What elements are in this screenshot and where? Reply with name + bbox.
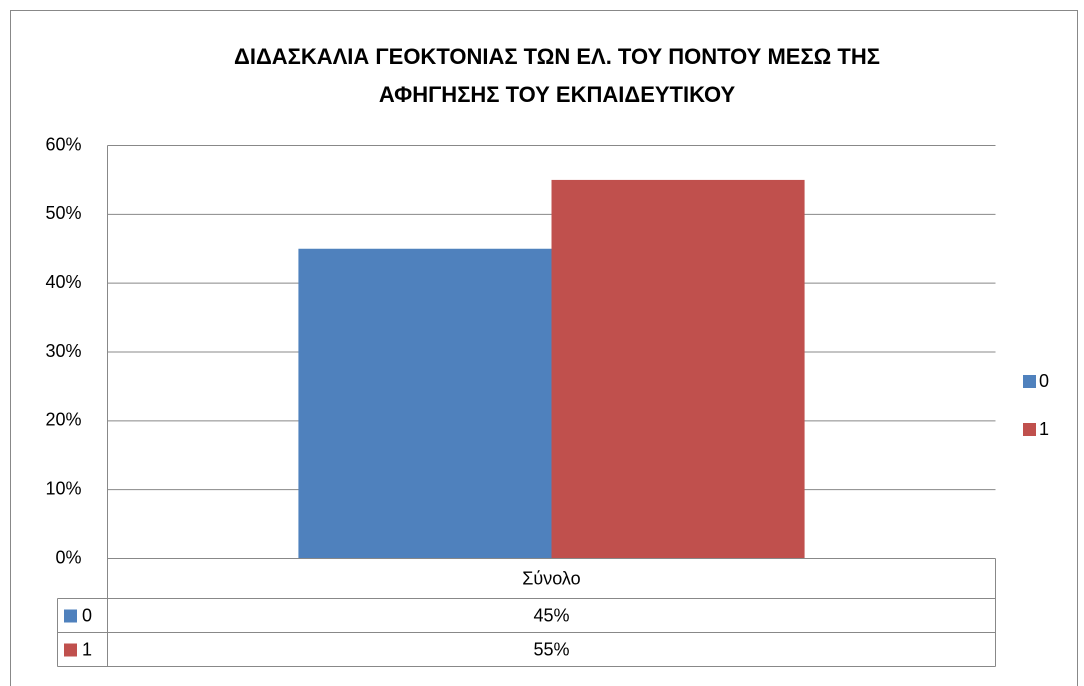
y-tick-label: 30% [45, 341, 81, 361]
chart-title: ΔΙΔΑΣΚΑΛΙΑ ΓΕΟΚΤΟΝΙΑΣ ΤΩΝ ΕΛ. ΤΟΥ ΠΟΝΤΟΥ… [234, 44, 880, 69]
legend-label: 0 [1039, 371, 1049, 391]
y-tick-label: 40% [45, 272, 81, 292]
table-legend-key [64, 643, 77, 657]
y-tick-label: 0% [55, 547, 81, 567]
bar [298, 248, 552, 559]
bar [551, 179, 805, 559]
table-series-name: 0 [82, 605, 92, 625]
data-table-value: 45% [533, 605, 569, 625]
legend-label: 1 [1039, 419, 1049, 439]
y-tick-label: 50% [45, 203, 81, 223]
x-tick-label: Σύνολο [522, 568, 580, 588]
legend-key [1023, 375, 1036, 388]
table-legend-key [64, 609, 77, 623]
chart-title: ΑΦΗΓΗΣΗΣ ΤΟΥ ΕΚΠΑΙΔΕΥΤΙΚΟΥ [379, 82, 736, 107]
y-tick-label: 20% [45, 410, 81, 430]
legend-key [1023, 423, 1036, 436]
data-table-value: 55% [533, 639, 569, 659]
y-tick-label: 10% [45, 478, 81, 498]
table-series-name: 1 [82, 639, 92, 659]
y-tick-label: 60% [45, 134, 81, 154]
